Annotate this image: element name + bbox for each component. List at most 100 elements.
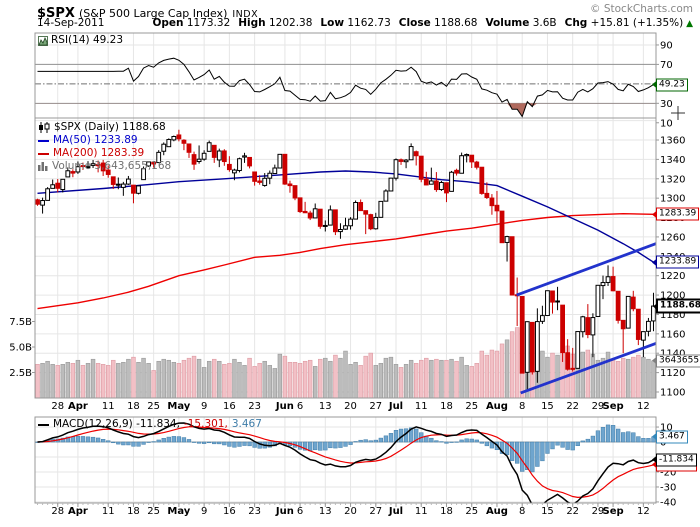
bottom-tick-marks: [37, 503, 654, 507]
volume-bars-icon: [38, 162, 48, 171]
x-axis-labels-main: 28 Apr 11 18 25 May 9 16 23 Jun 6 13 20 27 Jul 11 18 25 Au…: [0, 401, 700, 414]
ticker-symbol: $SPX: [37, 6, 75, 21]
x-axis-label: 15: [541, 506, 554, 517]
macd-hist-box: 3.467: [652, 430, 688, 444]
x-axis-label: 15: [541, 401, 554, 412]
x-axis-label: 6: [296, 506, 304, 517]
macd-legend-label: MACD(12,26,9) -11.834,: [53, 418, 180, 430]
quote-line: 14-Sep-2011 Open 1173.32 High 1202.38 Low …: [37, 17, 693, 29]
rsi-plot: [35, 44, 656, 118]
x-axis-label: Jul: [388, 506, 404, 517]
macd-line-box: -11.834: [652, 453, 697, 467]
x-axis-label: Aug: [485, 506, 508, 517]
chart-date: 14-Sep-2011: [37, 17, 105, 29]
x-axis-label: 28: [51, 401, 65, 412]
x-axis-label: May: [167, 401, 191, 412]
upper-channel: [516, 242, 656, 297]
svg-text:1200: 1200: [660, 291, 685, 302]
x-axis-label: 22: [566, 506, 580, 517]
x-axis-label: 27: [369, 401, 383, 412]
rsi-axis-labels: 90 70 30 10: [656, 40, 673, 129]
rsi-legend: RSI(14) 49.23: [38, 34, 123, 47]
quote-value: 1202.38: [265, 17, 313, 29]
chart-header: $SPX (S&P 500 Large Cap Index) INDX © Stoc…: [37, 2, 693, 21]
ma200-line: [37, 212, 654, 310]
rsi-panel-border: [34, 32, 657, 119]
x-axis-label: 18: [127, 401, 140, 412]
x-axis-label: Sep: [602, 401, 624, 412]
change-up-arrow-icon: ▲: [683, 19, 693, 29]
legend-ma50-row: MA(50) 1233.89: [38, 134, 171, 147]
svg-text:10: 10: [660, 423, 673, 434]
x-axis-label: 12: [637, 506, 650, 517]
svg-text:1260: 1260: [660, 232, 685, 243]
x-axis-label: 16: [223, 506, 236, 517]
stockcharts-credit: © StockCharts.com: [590, 3, 693, 15]
rsi-oversold-fill: [35, 103, 656, 117]
svg-text:1140: 1140: [660, 349, 685, 360]
x-axis-label: 11: [101, 401, 115, 412]
svg-text:-30: -30: [660, 482, 676, 493]
x-axis-label: Apr: [67, 506, 88, 517]
x-axis-label: 20: [344, 506, 357, 517]
x-axis-label: 20: [344, 401, 357, 412]
svg-text:5.0B: 5.0B: [9, 343, 32, 354]
x-axis-label: 18: [440, 506, 453, 517]
ma200-value-box: 1283.39: [651, 207, 700, 221]
macd-signal-value: -15.301,: [183, 418, 228, 430]
x-axis-label: 23: [248, 401, 261, 412]
ma50-line-icon: [38, 139, 49, 142]
svg-text:2.5B: 2.5B: [9, 368, 32, 379]
x-axis-label: 27: [369, 506, 383, 517]
rsi-legend-label: RSI(14) 49.23: [51, 34, 124, 46]
x-axis-label: 25: [147, 506, 161, 517]
x-axis-label: 9: [200, 401, 208, 412]
x-axis-label: 23: [248, 506, 261, 517]
x-axis-label: 9: [200, 506, 208, 517]
rsi-value-box: 49.23: [652, 78, 688, 92]
x-axis-label: Aug: [485, 401, 508, 412]
svg-text:-20: -20: [660, 467, 676, 478]
svg-text:70: 70: [660, 60, 673, 71]
quote-label: Volume: [485, 17, 530, 29]
candlestick-icon: [39, 122, 50, 133]
quote-label: Close: [398, 17, 431, 29]
quote-value: 1162.73: [344, 17, 391, 29]
x-axis-label: 11: [414, 506, 428, 517]
svg-text:1300: 1300: [660, 194, 685, 205]
x-axis-label: 11: [414, 401, 428, 412]
ma50-value-box: 1233.89: [651, 255, 700, 269]
rsi-area-icon: [38, 35, 48, 46]
candles: [35, 129, 656, 391]
macd-main-line: [37, 422, 654, 503]
rsi-line: [37, 57, 654, 118]
macd-histogram-value: 3.467: [231, 418, 262, 430]
x-axis-label: 13: [318, 506, 332, 517]
legend-ma50-label: MA(50) 1233.89: [53, 134, 138, 146]
price-axis-labels: 1360134013201300128012601240122012001180…: [9, 136, 685, 399]
macd-legend: MACD(12,26,9) -11.834, -15.301, 3.467: [38, 418, 262, 431]
x-axis-label: 13: [318, 401, 332, 412]
cursor-crosshair: [671, 106, 685, 120]
x-axis-label: Jun: [275, 506, 294, 517]
quote-label: Open: [152, 17, 184, 29]
last-price-box: 1188.68: [653, 298, 700, 314]
x-axis-label: 8: [519, 506, 526, 517]
x-axis-label: 8: [519, 401, 526, 412]
x-axis-label: 25: [147, 401, 161, 412]
legend-volume-row: Volume 3,643,655,168: [38, 160, 171, 173]
lower-channel: [520, 341, 656, 395]
svg-text:1220: 1220: [660, 271, 685, 282]
quote-value: +15.81 (+1.35%): [587, 17, 684, 29]
quote-label: Chg: [564, 17, 588, 29]
quote-value: 1173.32: [183, 17, 231, 29]
legend-volume-label: Volume 3,643,655,168: [52, 160, 172, 172]
gridlines: [57, 33, 644, 118]
macd-signal-line: [37, 426, 654, 499]
x-axis-label: Jul: [388, 401, 404, 412]
legend-symbol-row: $SPX (Daily) 1188.68: [38, 121, 171, 134]
x-axis-label: Sep: [602, 506, 624, 517]
quote-value: 3.6B: [529, 17, 557, 29]
legend-ma200-label: MA(200) 1283.39: [53, 147, 145, 159]
